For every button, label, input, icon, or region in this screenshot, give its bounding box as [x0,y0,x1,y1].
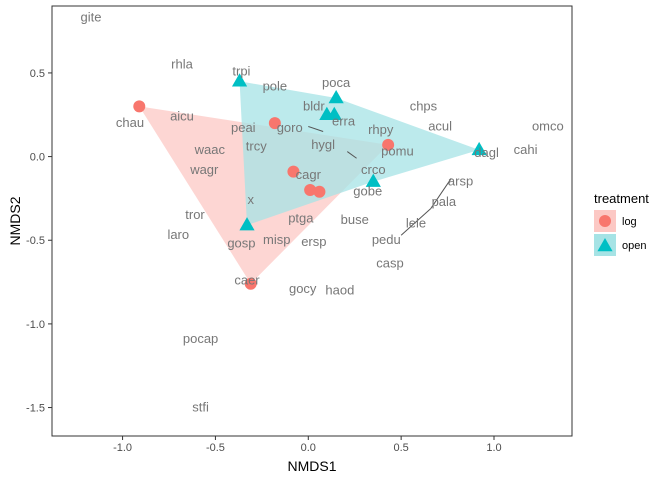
species-label: buse [341,212,369,227]
leader-line [308,125,324,132]
point-log [268,117,281,130]
species-label: stfi [192,400,209,415]
leader-line [400,208,432,236]
species-label: cagr [296,167,322,182]
point-log [244,277,257,290]
legend: treatment log open [594,191,649,256]
y-tick-label: 0.5 [30,68,45,80]
species-label: cahi [514,142,538,157]
species-label: bldr [303,98,325,113]
species-label: pala [432,194,457,209]
legend-symbol-log [599,215,611,227]
point-log [133,100,146,113]
x-axis-title: NMDS1 [287,458,336,474]
y-tick-label: -1.5 [26,403,45,415]
species-label: goro [277,120,303,135]
point-open [471,141,487,156]
species-label: erra [332,113,356,128]
x-tick-label: 1.0 [486,442,501,454]
y-tick-label: 0.0 [30,152,45,164]
leader-line [346,151,357,159]
species-label: gobe [353,184,382,199]
x-tick-label: -0.5 [206,442,225,454]
leader-line-layer [308,125,452,236]
species-label: peai [231,120,256,135]
species-label: crco [361,162,386,177]
point-open [239,217,255,231]
species-label: x [247,192,254,207]
species-label: omco [532,118,564,133]
point-open [365,173,381,187]
species-label: dagl [474,145,499,160]
species-label: lele [406,216,426,231]
species-label: chps [410,98,438,113]
species-label: caer [234,272,260,287]
hull-layer [139,81,480,284]
species-label: chau [116,115,144,130]
point-open [328,90,344,104]
species-label: acul [428,118,452,133]
point-open [231,73,248,87]
species-label: ptga [288,210,314,225]
point-log [382,138,395,151]
species-label: rhpy [368,122,394,137]
species-label: casp [376,256,403,271]
species-label: ersp [301,234,326,249]
species-label: wagr [189,162,219,177]
species-label: gocy [289,281,317,296]
plot-panel-border [51,5,573,437]
x-tick-label: -1.0 [113,442,132,454]
legend-label-open: open [622,240,646,252]
species-label: gite [81,10,102,25]
species-label: poca [322,75,351,90]
x-tick-label: 0.0 [301,442,316,454]
legend-title: treatment [594,191,649,206]
y-axis-title: NMDS2 [7,196,23,245]
species-label: misp [263,232,290,247]
legend-symbol-open [597,238,613,252]
species-label: pedu [372,232,401,247]
point-log [304,184,317,197]
point-layer [133,73,487,290]
species-label: waac [194,142,226,157]
species-label: hygl [311,137,335,152]
species-label: trpi [232,63,250,78]
species-label: trcy [246,139,267,154]
x-axis: -1.0 -0.5 0.0 0.5 1.0 [113,436,502,454]
y-tick-label: -1.0 [26,319,45,331]
point-open [326,106,342,120]
y-axis: -1.5 -1.0 -0.5 0.0 0.5 [26,68,52,415]
species-label: haod [325,282,354,297]
species-label: rhla [171,57,193,72]
species-label: arsp [448,174,473,189]
y-tick-label: -0.5 [26,235,45,247]
x-tick-label: 0.5 [393,442,408,454]
point-log [313,185,326,198]
species-label: pole [263,78,288,93]
species-label: gosp [227,236,255,251]
legend-label-log: log [622,216,637,228]
hull-open [239,81,480,226]
point-log [287,165,300,178]
species-label: pocap [183,331,218,346]
species-label: pomu [381,144,414,159]
species-label: aicu [170,108,194,123]
species-label: tror [185,207,205,222]
leader-line [430,178,452,209]
species-label: laro [167,227,189,242]
species-label-layer: gite rhla trpi pole poca bldr chps erra acul omco… [81,10,564,415]
